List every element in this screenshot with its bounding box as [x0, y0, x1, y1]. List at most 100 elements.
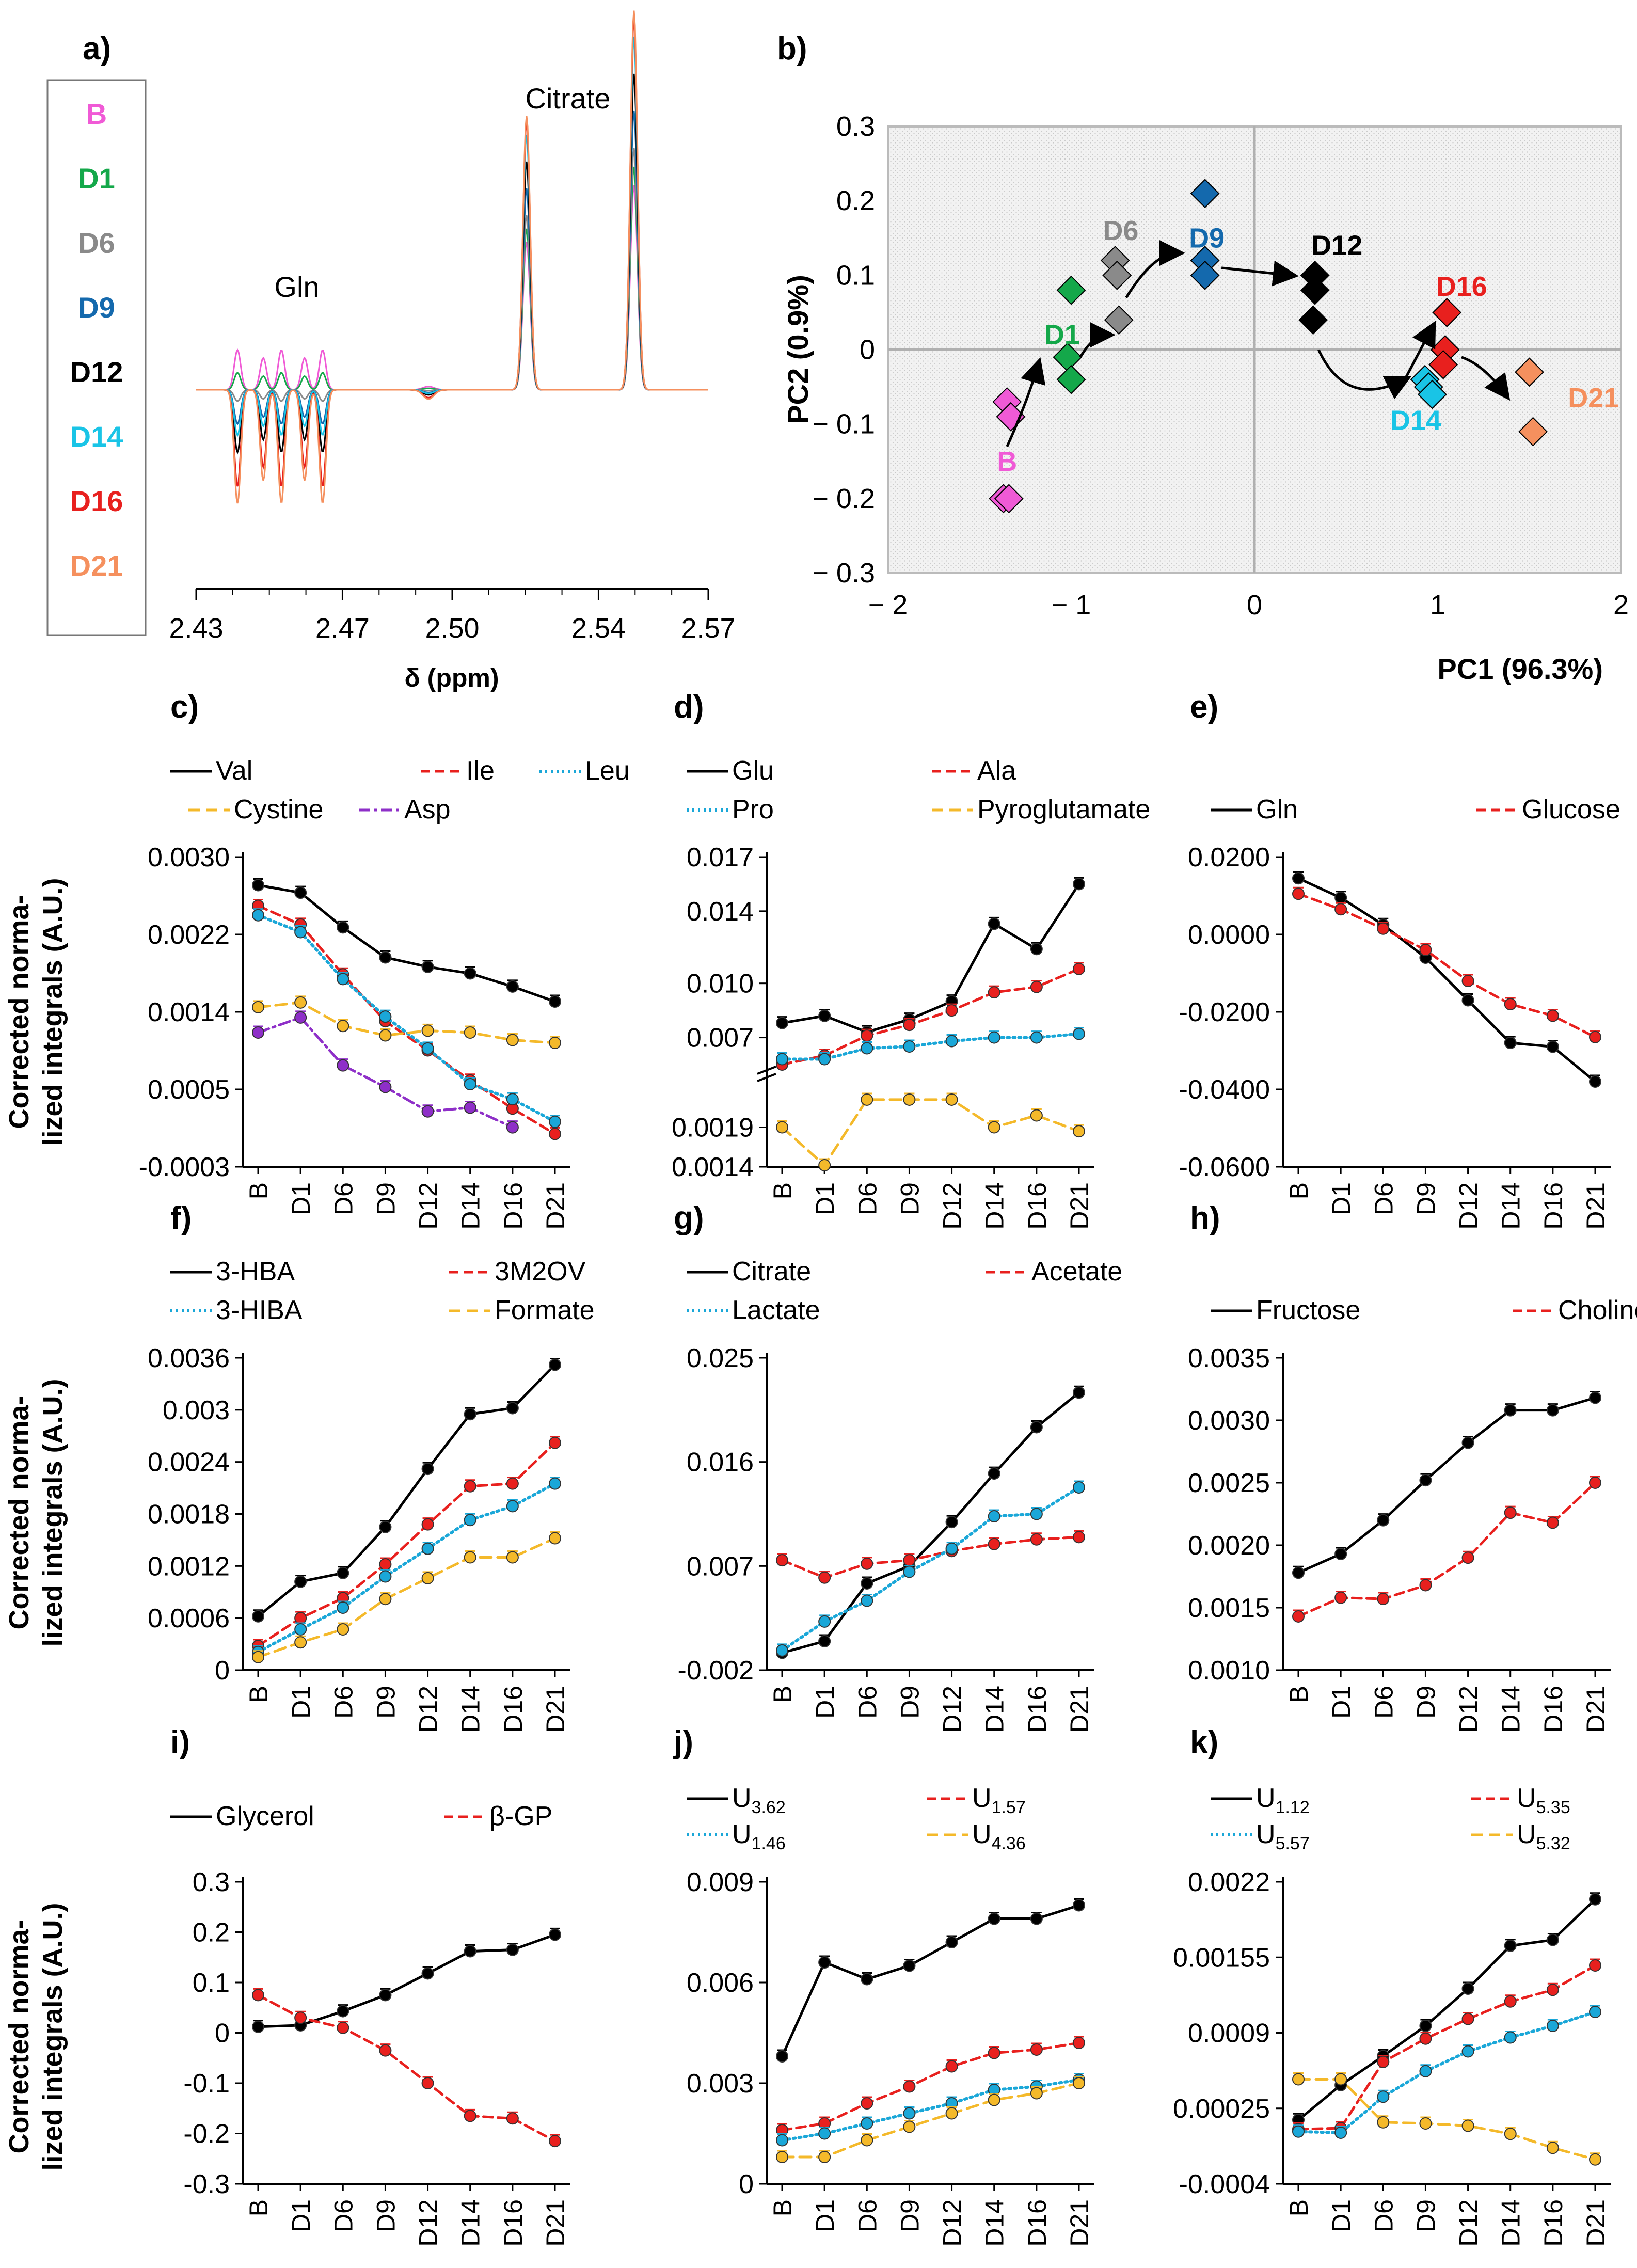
legend-label-c-2: Leu: [585, 756, 630, 786]
y-tick-label-h: 0.0015: [1188, 1593, 1270, 1623]
x-tick-label-e: D14: [1497, 1182, 1525, 1230]
data-point-k-3: [1419, 2117, 1432, 2130]
y-tick-label-b: 0.1: [836, 260, 875, 291]
x-tick-label-g: D9: [895, 1686, 924, 1719]
y-tick-label-d: 0.0014: [672, 1152, 754, 1182]
legend-subscript-k-2: 5.57: [1276, 1834, 1310, 1853]
data-point-f-2: [421, 1542, 434, 1555]
data-point-g-1: [1030, 1533, 1043, 1546]
data-point-c-2: [506, 1093, 519, 1106]
data-point-c-0: [337, 921, 349, 934]
data-point-e-0: [1589, 1075, 1601, 1088]
data-point-i-1: [464, 2110, 476, 2122]
pca-point-d9: [1190, 179, 1220, 209]
y-tick-label-b: − 0.2: [812, 483, 875, 514]
series-line-e-1: [1297, 892, 1597, 1039]
x-tick-label-j: D9: [895, 2199, 924, 2232]
trajectory-arrow: [1403, 320, 1436, 380]
legend-label-f-2: 3-HIBA: [216, 1295, 303, 1325]
data-point-f-0: [252, 1610, 264, 1623]
shared-y-axis-title-line2: lized integrals (A.U.): [37, 1378, 68, 1646]
data-point-j-2: [903, 2107, 916, 2120]
data-point-k-0: [1589, 1893, 1601, 1906]
data-point-f-2: [549, 1477, 561, 1490]
data-point-k-1: [1504, 1995, 1517, 2008]
y-tick-label-f: 0.0036: [148, 1343, 230, 1373]
data-point-d-2: [945, 1035, 958, 1048]
data-point-g-1: [903, 1554, 916, 1567]
x-tick-label-k: D21: [1581, 2199, 1610, 2247]
x-tick-label-g: D6: [853, 1686, 882, 1719]
data-point-c-2: [421, 1042, 434, 1055]
y-tick-label-f: 0.003: [163, 1395, 230, 1425]
x-tick-label-h: D16: [1539, 1686, 1568, 1733]
data-point-h-0: [1334, 1547, 1347, 1560]
data-point-k-3: [1334, 2073, 1347, 2086]
data-point-h-0: [1589, 1391, 1601, 1404]
legend-label-k-2: U5.57: [1256, 1819, 1310, 1853]
y-tick-label-d: 0.010: [687, 969, 754, 999]
pca-group-label-d9: D9: [1189, 223, 1225, 253]
legend-label-i-1: β-GP: [489, 1801, 552, 1831]
pca-point-d6: [1102, 260, 1132, 290]
y-tick-label-j: 0.006: [687, 1968, 754, 1998]
data-point-g-1: [988, 1537, 1000, 1550]
data-point-i-0: [549, 1928, 561, 1941]
x-tick-label-k: D1: [1327, 2199, 1356, 2232]
data-point-j-0: [1030, 1912, 1043, 1925]
data-point-c-4: [337, 1059, 349, 1072]
data-point-c-4: [294, 1011, 307, 1024]
x-tick-label-e: D6: [1369, 1182, 1398, 1215]
data-point-k-0: [1419, 2020, 1432, 2032]
legend-label-k-0: U1.12: [1256, 1783, 1310, 1817]
data-point-e-0: [1504, 1037, 1517, 1049]
data-point-h-1: [1334, 1591, 1347, 1604]
series-line-e-0: [1297, 877, 1597, 1083]
data-point-k-3: [1377, 2116, 1390, 2129]
x-tick-label-j: D12: [938, 2199, 967, 2247]
x-tick-label-e: D9: [1411, 1182, 1440, 1215]
legend-label-g-1: Acetate: [1031, 1257, 1122, 1287]
y-tick-label-g: 0.016: [687, 1448, 754, 1478]
series-line-c-3: [257, 1001, 557, 1044]
pca-point-d21: [1515, 357, 1544, 387]
x-tick-label-d: B: [768, 1182, 797, 1199]
y-tick-label-c: 0.0005: [148, 1075, 230, 1105]
series-line-d-0: [781, 882, 1080, 1034]
data-point-d-1: [1073, 962, 1085, 975]
x-tick-label-k: D14: [1497, 2199, 1525, 2247]
y-tick-label-g: 0.007: [687, 1551, 754, 1581]
y-tick-label-h: 0.0035: [1188, 1343, 1270, 1373]
x-tick-label-c: D21: [541, 1182, 570, 1230]
y-tick-label-e: -0.0600: [1179, 1152, 1270, 1182]
legend-entry-d9: D9: [78, 291, 115, 324]
data-point-g-0: [1030, 1421, 1043, 1434]
data-point-g-2: [1030, 1508, 1043, 1520]
legend-label-k-1: U5.35: [1517, 1783, 1570, 1817]
panel-label-k: k): [1190, 1724, 1218, 1760]
pca-point-d16: [1428, 350, 1458, 379]
data-point-h-1: [1377, 1593, 1390, 1606]
y-tick-label-k: 0.0009: [1188, 2019, 1270, 2049]
data-point-h-1: [1589, 1477, 1601, 1489]
series-line-g-1: [781, 1535, 1080, 1579]
series-line-f-1: [257, 1441, 557, 1647]
x-tick-label-e: B: [1284, 1182, 1313, 1199]
series-line-k-1: [1297, 1964, 1597, 2131]
y-tick-label-i: -0.2: [183, 2119, 230, 2149]
data-point-d-2: [903, 1040, 916, 1053]
pca-group-label-d16: D16: [1436, 271, 1487, 302]
data-point-c-0: [421, 960, 434, 973]
x-tick-label-i: D6: [329, 2199, 358, 2232]
data-point-e-1: [1589, 1030, 1601, 1043]
data-point-c-2: [337, 973, 349, 986]
data-point-g-0: [861, 1577, 873, 1590]
data-point-d-3: [903, 1093, 916, 1106]
data-point-d-3: [1030, 1109, 1043, 1122]
x-tick-label-f: D1: [287, 1686, 315, 1719]
data-point-f-0: [294, 1575, 307, 1588]
data-point-f-3: [379, 1593, 392, 1606]
legend-label-e-1: Glucose: [1522, 795, 1620, 824]
data-point-g-2: [818, 1615, 831, 1628]
